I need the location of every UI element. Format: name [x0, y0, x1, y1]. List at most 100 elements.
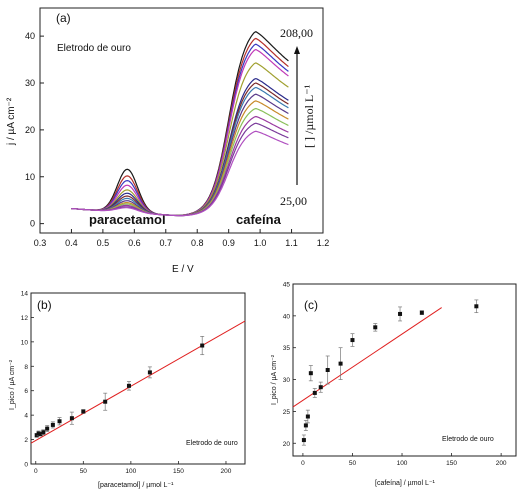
panel-c-data-point — [301, 438, 306, 443]
panel-b-ytick-label: 12 — [21, 315, 29, 322]
panel-a-xtick-label: 1.0 — [254, 238, 267, 248]
panel-b-data-point — [103, 399, 108, 404]
panel-a-ytick-label: 30 — [25, 78, 35, 88]
panel-c-ytick-label: 20 — [283, 441, 291, 448]
panel-b-data-point — [38, 432, 43, 437]
panel-b-data-point — [50, 422, 55, 427]
panel-b-xtick-label: 150 — [173, 468, 184, 475]
panel-b-ylabel: I_pico / µA cm⁻² — [9, 359, 16, 410]
voltammogram-curve-1 — [71, 37, 289, 216]
panel-a-xtick-label: 0.8 — [191, 238, 204, 248]
panel-c-data-point — [303, 423, 308, 428]
panel-a-ytick-label: 40 — [25, 31, 35, 41]
panel-c-data-point — [305, 414, 310, 419]
panel-b-ytick-label: 8 — [24, 364, 28, 371]
panel-c-data-point — [308, 371, 313, 376]
panel-c-data-point — [338, 361, 343, 366]
panel-b-fit-line — [30, 320, 246, 444]
panel-b-data-point — [45, 426, 50, 431]
panel-a-xtick-label: 0.5 — [97, 238, 110, 248]
panel-b-data-point — [57, 419, 62, 424]
panel-b-ytick-label: 0 — [24, 462, 28, 469]
panel-a-label: (a) — [56, 11, 71, 25]
panel-b-xlabel: [paracetamol] / µmol L⁻¹ — [98, 482, 174, 489]
panel-c-ytick-label: 45 — [283, 282, 291, 289]
panel-b-ytick-label: 10 — [21, 339, 29, 346]
panel-a-ytick-label: 20 — [25, 125, 35, 135]
panel-b-data-point — [126, 383, 131, 388]
panel-c-ytick-label: 30 — [283, 377, 291, 384]
panel-a-xtick-label: 0.9 — [222, 238, 235, 248]
cafeina-label: cafeína — [236, 212, 282, 227]
concentration-bottom-label: 25,00 — [280, 194, 307, 208]
panel-b-ytick-label: 14 — [21, 291, 29, 298]
panel-c-xtick-label: 200 — [496, 460, 507, 467]
panel-a-xtick-label: 0.4 — [65, 238, 78, 248]
voltammogram-curve-13 — [71, 130, 289, 217]
concentration-axis-label: [ ] /µmol L⁻¹ — [302, 84, 316, 148]
panel-c-fit-line — [292, 307, 442, 408]
voltammogram-curve-8 — [71, 93, 289, 217]
panel-a-plot-frame — [39, 7, 324, 234]
panel-a-xtick-label: 0.7 — [160, 238, 173, 248]
voltammogram-curve-10 — [71, 107, 289, 217]
panel-c-data-point — [474, 304, 479, 309]
panel-c-ytick-label: 25 — [283, 409, 291, 416]
panel-b-ytick-label: 2 — [24, 437, 28, 444]
panel-c-data-point — [398, 311, 403, 316]
panel-a-ytick-label: 0 — [30, 219, 35, 229]
voltammogram-curve-7 — [71, 86, 289, 217]
concentration-top-label: 208,00 — [280, 26, 313, 40]
panel-a-xtick-label: 1.1 — [285, 238, 298, 248]
panel-b-xtick-label: 50 — [80, 468, 88, 475]
panel-b-chart: (b) Eletrodo de ouro [paracetamol] / µmo… — [9, 291, 246, 489]
panel-a-xlabel: E / V — [172, 264, 194, 275]
panel-a-xtick-label: 1.2 — [317, 238, 330, 248]
panel-c-xlabel: [cafeína] / µmol L⁻¹ — [375, 480, 436, 487]
panel-a-xtick-label: 0.3 — [34, 238, 47, 248]
panel-c-annotation: Eletrodo de ouro — [442, 436, 494, 443]
panel-b-data-point — [147, 370, 152, 375]
voltammogram-curve-6 — [71, 82, 289, 217]
panel-a-annotation: Eletrodo de ouro — [57, 43, 131, 54]
panel-c-data-point — [318, 385, 323, 390]
panel-c-data-point — [419, 310, 424, 315]
panel-c-data-point — [325, 368, 330, 372]
panel-c-xtick-label: 50 — [349, 460, 357, 467]
panel-c-xtick-label: 150 — [446, 460, 457, 467]
panel-c-ylabel: I_pico / µA cm⁻² — [271, 354, 278, 405]
panel-b-data-point — [200, 343, 205, 348]
panel-b-plot-frame — [30, 292, 246, 465]
panel-c-ytick-label: 35 — [283, 345, 291, 352]
voltammogram-curve-2 — [71, 43, 289, 216]
voltammogram-curve-3 — [71, 48, 289, 216]
panel-b-ytick-label: 4 — [24, 413, 28, 420]
voltammogram-curve-12 — [71, 122, 289, 217]
voltammogram-curve-5 — [71, 77, 289, 217]
panel-b-xtick-label: 200 — [221, 468, 232, 475]
panel-a-ytick-label: 10 — [25, 172, 35, 182]
panel-b-data-point — [69, 416, 74, 421]
panel-a-xtick-label: 0.6 — [128, 238, 141, 248]
panel-c-plot-frame — [292, 283, 517, 457]
panel-c-chart: (c) Eletrodo de ouro [cafeína] / µmol L⁻… — [271, 282, 517, 487]
panel-b-xtick-label: 100 — [125, 468, 136, 475]
panel-c-label: (c) — [304, 298, 318, 312]
panel-b-annotation: Eletrodo de ouro — [186, 440, 238, 447]
panel-c-xtick-label: 0 — [301, 460, 305, 467]
panel-c-ytick-label: 40 — [283, 313, 291, 320]
panel-a-chart: (a) Eletrodo de ouro paracetamol cafeína… — [6, 7, 330, 275]
panel-b-xtick-label: 0 — [34, 468, 38, 475]
panel-c-data-point — [312, 390, 317, 395]
panel-a-ylabel: j / µA cm⁻² — [6, 97, 17, 146]
panel-c-data-point — [373, 325, 378, 330]
panel-b-label: (b) — [37, 298, 52, 312]
panel-c-data-point — [350, 338, 355, 343]
panel-c-xtick-label: 100 — [397, 460, 408, 467]
panel-b-data-point — [41, 430, 46, 435]
concentration-arrow-head — [294, 46, 300, 54]
panel-b-ytick-label: 6 — [24, 388, 28, 395]
voltammogram-curve-4 — [71, 62, 289, 216]
panel-b-data-point — [81, 409, 86, 414]
